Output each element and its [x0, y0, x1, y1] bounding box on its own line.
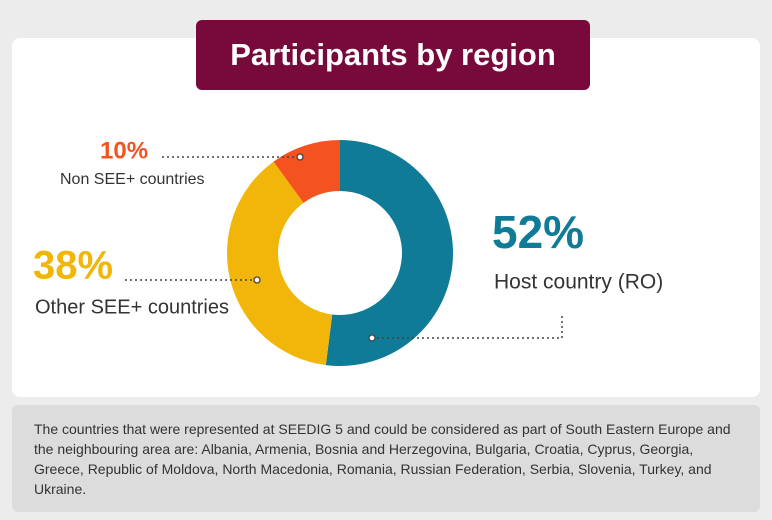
donut-segment — [325, 140, 454, 366]
value-label: 38% — [33, 244, 113, 288]
value-label: 52% — [492, 206, 584, 258]
leader-dot — [296, 153, 304, 161]
donut-segment — [273, 140, 340, 203]
donut-segment — [227, 161, 333, 366]
category-label: Non SEE+ countries — [60, 171, 205, 188]
value-label: 10% — [100, 137, 148, 164]
footnote: The countries that were represented at S… — [12, 405, 760, 512]
chart: 52% Host country (RO) 38% Other SEE+ countr… — [33, 137, 663, 366]
chart-title: Participants by region — [196, 20, 590, 90]
category-label: Host country (RO) — [494, 271, 663, 294]
leader-dot — [368, 334, 376, 342]
leader-line — [372, 313, 563, 339]
leader-dot — [253, 276, 261, 284]
category-label: Other SEE+ countries — [35, 296, 229, 318]
